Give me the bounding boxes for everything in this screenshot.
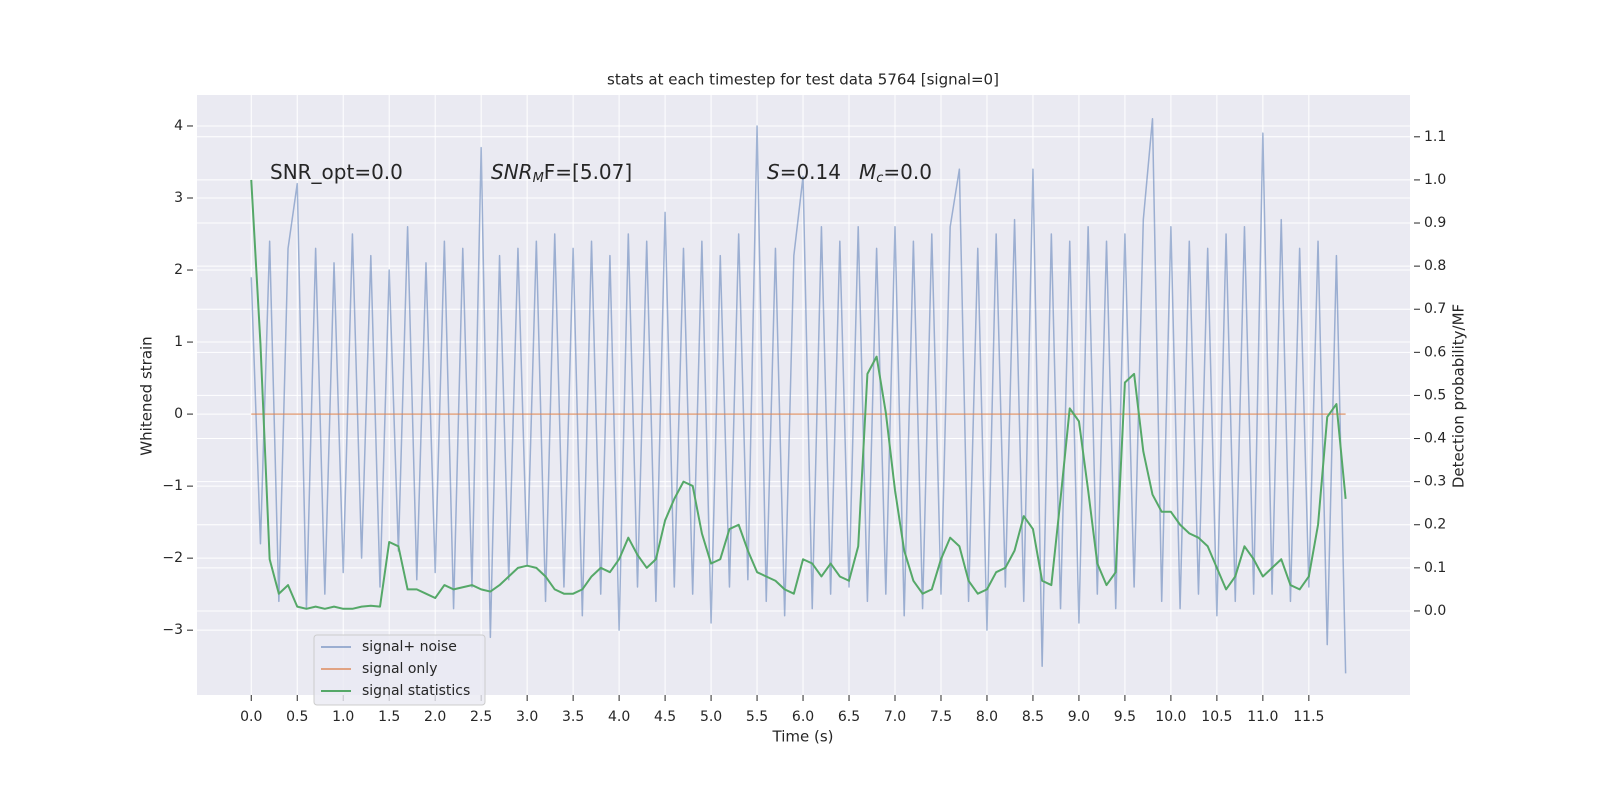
chart-title: stats at each timestep for test data 576… [607,71,999,89]
x-tick-label: 7.5 [930,709,952,725]
x-tick-label: 4.0 [608,709,630,725]
x-tick-label: 0.0 [240,709,262,725]
x-tick-label: 8.5 [1022,709,1044,725]
y2-tick-label: 0.3 [1424,474,1446,490]
x-tick-label: 1.0 [332,709,354,725]
y2-tick-label: 0.5 [1424,387,1446,403]
annotation: S=0.14 [767,160,841,184]
marks [250,118,1347,674]
y2-tick-label: 0.4 [1424,431,1446,447]
annotation-part: SNR_opt=0.0 [270,160,403,184]
x-tick-label: 9.0 [1068,709,1090,725]
x-tick-label: 5.0 [700,709,722,725]
annotation: SNRMF=[5.07] [491,160,632,186]
x-tick-label: 2.0 [424,709,446,725]
y-axis-label: Whitened strain [138,336,156,455]
annotation-part: S [767,160,780,184]
x-tick-label: 2.5 [470,709,492,725]
y-tick-label: 4 [174,118,183,134]
legend-label: signal statistics [362,683,470,699]
annotation: SNR_opt=0.0 [270,160,403,184]
labels: 0.0 0.5 1.0 1.5 2.0 2.5 3.0 3.5 4.0 4.5 5.0 5.5 6.0 6… [162,118,1446,725]
x-tick-label: 10.5 [1201,709,1232,725]
x-tick-label: 1.5 [378,709,400,725]
annotation-part: =0.14 [780,160,841,184]
x-tick-label: 0.5 [286,709,308,725]
y2-tick-label: 0.0 [1424,603,1446,619]
x-tick-label: 6.5 [838,709,860,725]
y2-tick-label: 0.8 [1424,258,1446,274]
annotation-part: F=[5.07] [544,160,632,184]
annotation-part: M [533,171,544,186]
series-line [250,179,1347,610]
y-tick-label: 0 [174,406,183,422]
x-tick-label: 5.5 [746,709,768,725]
annotation: Mc=0.0 [859,160,932,186]
y2-tick-label: 0.1 [1424,560,1446,576]
x-tick-label: 6.0 [792,709,814,725]
y2-tick-label: 1.1 [1424,129,1446,145]
annotation-part: SNR [491,160,533,184]
x-tick-label: 7.0 [884,709,906,725]
x-axis-label: Time (s) [772,728,834,746]
series-line [250,118,1347,674]
y-tick-label: −1 [162,478,183,494]
y-tick-label: −3 [162,622,183,638]
legend: signal+ noise signal only signal statistic… [313,634,486,706]
annotation-part: =0.0 [883,160,932,184]
y-tick-label: −2 [162,550,183,566]
y2-axis-label: Detection probability/MF [1450,304,1468,488]
legend-label: signal only [362,661,437,677]
x-tick-label: 8.0 [976,709,998,725]
x-tick-label: 3.0 [516,709,538,725]
x-tick-label: 11.0 [1247,709,1278,725]
legend-box [313,634,486,706]
annotation-part: M [859,160,876,184]
x-tick-label: 9.5 [1114,709,1136,725]
x-tick-label: 11.5 [1293,709,1324,725]
annotation-part: c [876,171,883,186]
x-tick-label: 4.5 [654,709,676,725]
y-tick-label: 1 [174,334,183,350]
y2-tick-label: 0.9 [1424,215,1446,231]
y2-tick-label: 0.2 [1424,517,1446,533]
y2-tick-label: 1.0 [1424,172,1446,188]
x-tick-label: 10.0 [1155,709,1186,725]
legend-label: signal+ noise [362,639,457,655]
y2-tick-label: 0.7 [1424,301,1446,317]
y2-tick-label: 0.6 [1424,344,1446,360]
y-tick-label: 3 [174,190,183,206]
x-tick-label: 3.5 [562,709,584,725]
y-tick-label: 2 [174,262,183,278]
